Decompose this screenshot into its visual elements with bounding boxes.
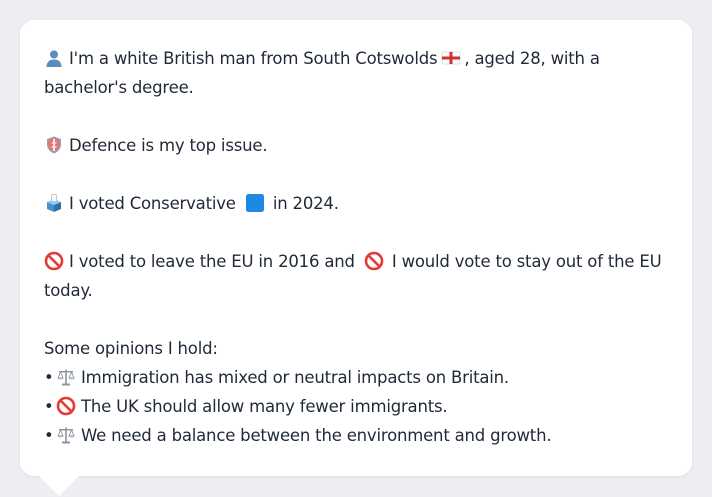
eu-text-end: I would vote to stay out of the EU today…	[44, 252, 662, 300]
eu-text-start: I voted to leave the EU in 2016 and	[69, 252, 360, 271]
bullet: •	[44, 397, 54, 416]
top-issue-text: Defence is my top issue.	[69, 136, 268, 155]
bullet: •	[44, 368, 54, 387]
balance-scale-icon	[56, 425, 76, 445]
opinion-item: • Immigration has mixed or neutral impac…	[44, 363, 674, 392]
blue-square-icon	[245, 193, 265, 213]
balance-scale-icon	[56, 367, 76, 387]
speech-bubble-tail	[39, 476, 79, 496]
person-silhouette-icon	[44, 48, 64, 68]
persona-content: I'm a white British man from South Cotsw…	[44, 44, 674, 450]
top-issue-line: Defence is my top issue.	[44, 131, 674, 160]
bullet: •	[44, 426, 54, 445]
no-entry-icon	[44, 251, 64, 271]
england-flag-icon	[441, 48, 461, 68]
vote-2024-line: I voted Conservative in 2024.	[44, 189, 674, 218]
identity-text-end: , aged 28, with a bachelor's degree.	[44, 49, 600, 97]
eu-line: I voted to leave the EU in 2016 and I wo…	[44, 247, 674, 305]
opinion-text: The UK should allow many fewer immigrant…	[81, 397, 448, 416]
ballot-box-icon	[44, 193, 64, 213]
identity-line: I'm a white British man from South Cotsw…	[44, 44, 674, 102]
identity-text-start: I'm a white British man from South Cotsw…	[69, 49, 438, 68]
opinion-text: We need a balance between the environmen…	[81, 426, 552, 445]
shield-icon	[44, 135, 64, 155]
no-entry-icon	[364, 251, 384, 271]
no-entry-icon	[56, 396, 76, 416]
opinion-item: • We need a balance between the environm…	[44, 421, 674, 450]
opinion-text: Immigration has mixed or neutral impacts…	[81, 368, 509, 387]
opinion-item: • The UK should allow many fewer immigra…	[44, 392, 674, 421]
vote-2024-text-end: in 2024.	[267, 194, 339, 213]
vote-2024-text-start: I voted Conservative	[69, 194, 241, 213]
opinions-heading: Some opinions I hold:	[44, 339, 218, 358]
persona-card: I'm a white British man from South Cotsw…	[20, 20, 692, 476]
